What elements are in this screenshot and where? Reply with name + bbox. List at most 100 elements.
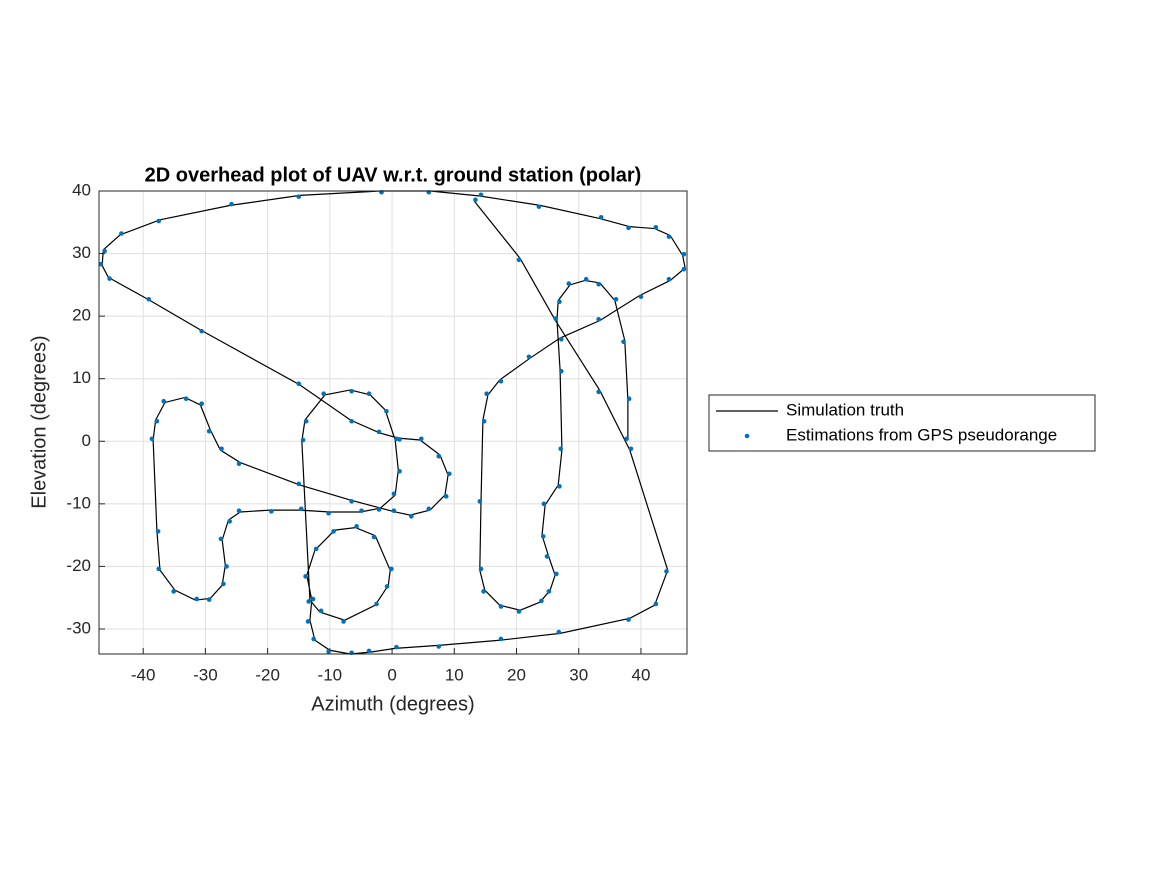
- point: [541, 501, 547, 507]
- point: [478, 566, 484, 572]
- point: [481, 418, 487, 424]
- x-tick-label: -40: [131, 665, 156, 684]
- point: [681, 251, 687, 257]
- x-tick-label: 40: [631, 665, 650, 684]
- point: [349, 388, 354, 394]
- legend: Simulation truth Estimations from GPS pse…: [708, 394, 1096, 452]
- point: [359, 508, 364, 514]
- point: [155, 529, 161, 534]
- point: [473, 197, 478, 203]
- point: [98, 261, 104, 267]
- y-tick-label: -10: [66, 493, 91, 512]
- axes-box: [98, 190, 688, 655]
- point: [349, 499, 354, 504]
- point: [426, 506, 432, 512]
- point: [628, 446, 634, 452]
- point: [221, 581, 226, 587]
- point: [540, 534, 546, 539]
- point: [227, 519, 232, 524]
- point: [303, 574, 308, 579]
- y-tick-label: 0: [82, 431, 91, 450]
- point: [391, 491, 397, 497]
- point: [516, 257, 522, 263]
- point: [218, 536, 224, 542]
- point: [229, 201, 234, 207]
- point: [313, 546, 319, 552]
- point: [544, 554, 550, 559]
- point: [498, 604, 504, 609]
- point: [681, 266, 687, 272]
- x-tick-label: 30: [569, 665, 588, 684]
- y-tick-label: -30: [66, 618, 91, 637]
- point: [596, 389, 601, 395]
- point: [498, 378, 504, 384]
- point: [613, 296, 619, 302]
- point: [394, 644, 399, 650]
- y-axis-label: Elevation (degrees): [28, 335, 50, 508]
- point: [296, 381, 302, 387]
- point: [516, 609, 522, 614]
- legend-box: [708, 394, 1096, 452]
- point: [156, 218, 162, 224]
- point: [366, 648, 372, 654]
- point: [376, 507, 382, 512]
- point: [626, 617, 631, 622]
- point: [298, 506, 304, 512]
- point: [443, 494, 449, 499]
- point: [236, 461, 242, 467]
- point: [596, 281, 601, 287]
- point: [626, 225, 631, 231]
- point: [300, 437, 306, 443]
- point: [598, 214, 604, 220]
- point: [391, 508, 397, 514]
- x-tick-label: -20: [255, 665, 280, 684]
- point: [553, 316, 559, 321]
- point: [199, 328, 204, 334]
- point: [666, 234, 672, 239]
- point: [558, 446, 563, 452]
- point: [156, 566, 162, 572]
- legend-swatch: [744, 433, 750, 439]
- point: [296, 194, 302, 199]
- point: [481, 589, 486, 594]
- point: [447, 471, 452, 477]
- point: [303, 418, 309, 424]
- point: [371, 534, 377, 540]
- legend-label: Simulation truth: [786, 400, 904, 419]
- point: [484, 391, 489, 397]
- point: [296, 481, 302, 487]
- point: [566, 281, 572, 286]
- point: [206, 428, 212, 434]
- point: [559, 368, 564, 374]
- point: [236, 508, 242, 514]
- point: [269, 509, 274, 514]
- x-axis-label: Azimuth (degrees): [311, 693, 474, 715]
- point: [318, 608, 324, 614]
- point: [554, 571, 559, 577]
- point: [194, 596, 199, 602]
- point: [326, 649, 331, 654]
- point: [557, 299, 562, 305]
- point: [556, 629, 562, 635]
- point: [526, 354, 532, 360]
- plot-area: [99, 191, 687, 654]
- y-tick-label: 10: [72, 368, 91, 387]
- point: [653, 601, 659, 607]
- y-tick-label: 20: [72, 306, 91, 325]
- point: [306, 599, 311, 604]
- point: [436, 644, 442, 649]
- point: [546, 589, 552, 594]
- point: [311, 636, 316, 642]
- point: [653, 224, 659, 230]
- point: [154, 418, 160, 424]
- point: [397, 469, 402, 474]
- y-tick-label: -20: [66, 556, 91, 575]
- point: [149, 436, 155, 442]
- point: [539, 598, 544, 604]
- point: [389, 566, 394, 572]
- point: [341, 619, 346, 624]
- point: [376, 429, 382, 435]
- point: [583, 276, 589, 282]
- point: [161, 398, 167, 404]
